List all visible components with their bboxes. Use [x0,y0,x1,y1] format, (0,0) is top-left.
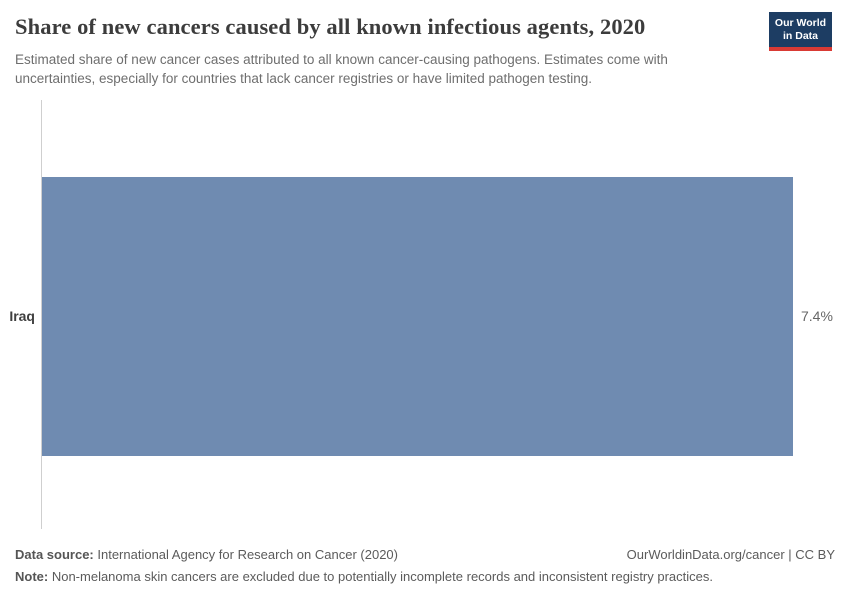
bar-value-label: 7.4% [801,308,833,324]
chart-subtitle: Estimated share of new cancer cases attr… [15,50,668,88]
entity-label-iraq: Iraq [9,308,35,324]
y-axis-line [41,100,42,529]
data-source-label: Data source: [15,547,94,562]
owid-logo[interactable]: Our World in Data [769,12,832,51]
owid-logo-text: Our World in Data [769,12,832,47]
note-text: Non-melanoma skin cancers are excluded d… [48,569,713,584]
bar-iraq[interactable] [42,177,793,456]
owid-logo-line-2: in Data [782,30,818,42]
subtitle-line-1: Estimated share of new cancer cases attr… [15,52,668,67]
owid-logo-line-1: Our World [774,17,827,29]
note-label: Note: [15,569,49,584]
chart-footer: Data source: International Agency for Re… [15,547,835,584]
attribution-link[interactable]: OurWorldinData.org/cancer | CC BY [626,547,835,562]
subtitle-line-2: uncertainties, especially for countries … [15,71,593,86]
note-line: Note: Non-melanoma skin cancers are excl… [15,569,713,584]
page-title: Share of new cancers caused by all known… [15,14,646,39]
data-source-text: International Agency for Research on Can… [93,547,398,562]
data-source-line: Data source: International Agency for Re… [15,547,398,562]
